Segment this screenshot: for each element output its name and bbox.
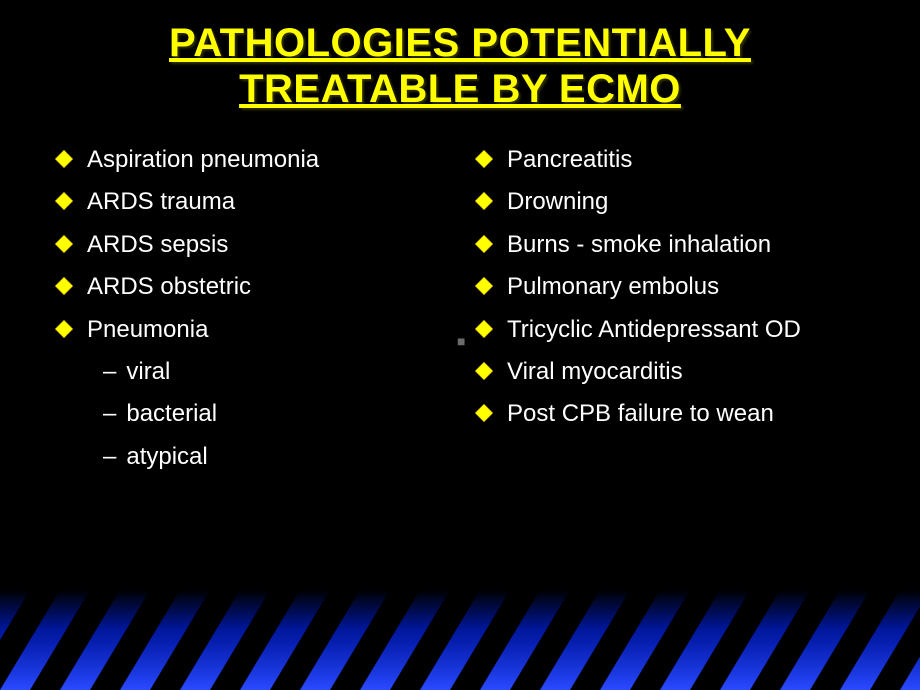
content-area: Aspiration pneumonia ARDS trauma ARDS se… (0, 112, 920, 483)
diamond-bullet-icon (55, 320, 73, 338)
list-item: ARDS sepsis (55, 229, 445, 261)
right-column: Pancreatitis Drowning Burns - smoke inha… (475, 144, 865, 483)
title-line-2: TREATABLE BY ECMO (239, 67, 681, 111)
diamond-bullet-icon (475, 320, 493, 338)
list-subitem-label: atypical (126, 441, 207, 473)
slide-title: PATHOLOGIES POTENTIALLY TREATABLE BY ECM… (0, 0, 920, 112)
diamond-bullet-icon (475, 277, 493, 295)
list-item: Aspiration pneumonia (55, 144, 445, 176)
list-item: Viral myocarditis (475, 356, 865, 388)
diamond-bullet-icon (475, 192, 493, 210)
diamond-bullet-icon (55, 150, 73, 168)
list-subitem: –viral (103, 356, 445, 388)
list-item-label: Post CPB failure to wean (507, 398, 774, 430)
list-item-label: Pulmonary embolus (507, 271, 719, 303)
list-item: Post CPB failure to wean (475, 398, 865, 430)
list-item: Pancreatitis (475, 144, 865, 176)
list-subitem-label: viral (126, 356, 170, 388)
list-item: Pulmonary embolus (475, 271, 865, 303)
list-item-label: Burns - smoke inhalation (507, 229, 771, 261)
diamond-bullet-icon (475, 362, 493, 380)
list-subitem: –atypical (103, 441, 445, 473)
list-item-label: ARDS obstetric (87, 271, 251, 303)
diamond-bullet-icon (475, 150, 493, 168)
list-item: ARDS trauma (55, 186, 445, 218)
list-item: Burns - smoke inhalation (475, 229, 865, 261)
center-marker-icon: ■ (457, 333, 465, 349)
dash-bullet-icon: – (103, 356, 116, 388)
list-item-label: Aspiration pneumonia (87, 144, 319, 176)
list-item-label: Drowning (507, 186, 608, 218)
dash-bullet-icon: – (103, 441, 116, 473)
dash-bullet-icon: – (103, 398, 116, 430)
diamond-bullet-icon (55, 192, 73, 210)
left-column: Aspiration pneumonia ARDS trauma ARDS se… (55, 144, 445, 483)
slide: PATHOLOGIES POTENTIALLY TREATABLE BY ECM… (0, 0, 920, 690)
diamond-bullet-icon (475, 404, 493, 422)
list-item: Tricyclic Antidepressant OD (475, 314, 865, 346)
list-subitem-label: bacterial (126, 398, 217, 430)
list-item-label: ARDS sepsis (87, 229, 228, 261)
footer-stripes (0, 590, 920, 690)
list-item: ARDS obstetric (55, 271, 445, 303)
diamond-bullet-icon (55, 235, 73, 253)
list-item-label: Pancreatitis (507, 144, 632, 176)
list-item-label: Viral myocarditis (507, 356, 683, 388)
diamond-bullet-icon (475, 235, 493, 253)
list-item: Pneumonia (55, 314, 445, 346)
list-item-label: ARDS trauma (87, 186, 235, 218)
list-item: Drowning (475, 186, 865, 218)
list-item-label: Tricyclic Antidepressant OD (507, 314, 801, 346)
list-subitem: –bacterial (103, 398, 445, 430)
list-item-label: Pneumonia (87, 314, 208, 346)
title-line-1: PATHOLOGIES POTENTIALLY (169, 21, 751, 65)
diamond-bullet-icon (55, 277, 73, 295)
